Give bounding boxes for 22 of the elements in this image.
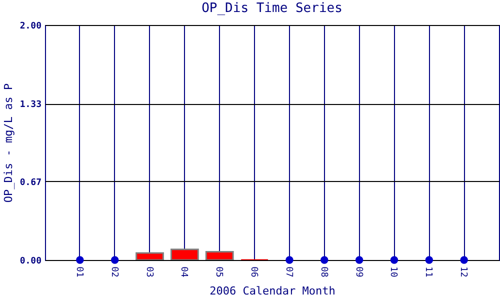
x-tick-label: 05 — [214, 266, 224, 278]
x-tick-label: 01 — [74, 266, 84, 278]
y-tick-label: 1.33 — [20, 100, 42, 110]
y-axis-title: OP_Dis - mg/L as P — [2, 83, 15, 203]
y-tick-label: 0.67 — [20, 178, 42, 188]
x-tick-label: 03 — [144, 266, 154, 278]
x-tick-label: 07 — [283, 266, 294, 278]
x-tick-label: 06 — [248, 266, 259, 278]
y-tick-label: 2.00 — [20, 22, 42, 32]
x-tick-label: 12 — [458, 266, 468, 278]
x-tick-label: 04 — [178, 266, 189, 278]
x-tick-label: 09 — [353, 266, 364, 278]
chart-title: OP_Dis Time Series — [202, 1, 342, 16]
bar — [170, 248, 199, 260]
bar — [205, 251, 234, 260]
x-axis-title: 2006 Calendar Month — [210, 284, 336, 298]
x-tick-label: 10 — [388, 266, 398, 278]
x-tick-label: 02 — [108, 266, 119, 278]
x-tick-label: 08 — [318, 266, 328, 278]
bar — [136, 252, 164, 260]
y-tick-label: 0.00 — [20, 256, 42, 266]
x-tick-label: 11 — [423, 266, 434, 278]
